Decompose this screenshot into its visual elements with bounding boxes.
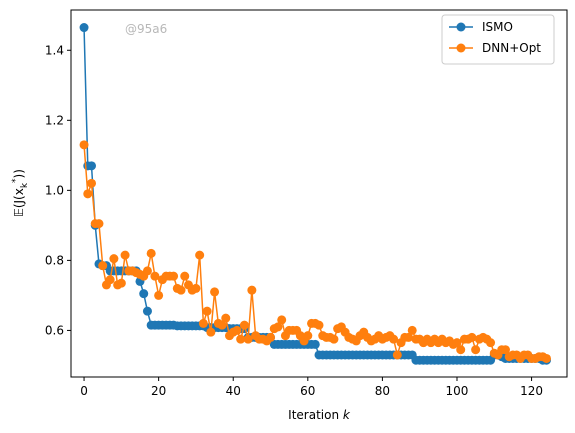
data-point-dnn-opt <box>541 353 551 363</box>
data-point-dnn-opt <box>169 271 179 281</box>
data-point-dnn-opt <box>116 278 126 288</box>
data-point-dnn-opt <box>452 338 462 348</box>
series-layer <box>79 23 551 365</box>
legend-marker-ismo <box>456 22 466 32</box>
data-point-dnn-opt <box>217 320 227 330</box>
data-point-dnn-opt <box>198 318 208 328</box>
x-axis-label: Iteration k <box>288 408 351 422</box>
data-point-dnn-opt <box>247 285 257 295</box>
data-point-dnn-opt <box>407 325 417 335</box>
data-point-dnn-opt <box>180 271 190 281</box>
data-point-dnn-opt <box>202 306 212 316</box>
data-point-ismo <box>310 339 320 349</box>
legend: ISMO DNN+Opt <box>441 14 555 65</box>
data-point-dnn-opt <box>221 313 231 323</box>
data-point-ismo <box>142 306 152 316</box>
data-point-dnn-opt <box>500 345 510 355</box>
data-point-dnn-opt <box>87 178 97 188</box>
data-point-dnn-opt <box>150 271 160 281</box>
data-point-dnn-opt <box>392 350 402 360</box>
legend-entry-ismo: ISMO <box>449 20 513 34</box>
data-point-ismo <box>79 23 89 33</box>
watermark: @95a6 <box>125 22 167 36</box>
y-tick-label: 1.0 <box>45 183 64 197</box>
data-point-dnn-opt <box>232 325 242 335</box>
x-axis-ticks: 0 20 40 60 80 100 120 <box>80 377 543 398</box>
x-tick-label: 20 <box>151 384 166 398</box>
data-point-dnn-opt <box>486 338 496 348</box>
data-point-dnn-opt <box>146 248 156 258</box>
legend-label-ismo: ISMO <box>482 20 513 34</box>
y-axis-ticks: 0.6 0.8 1.0 1.2 1.4 <box>45 43 71 337</box>
data-point-dnn-opt <box>273 322 283 332</box>
data-point-dnn-opt <box>176 285 186 295</box>
data-point-dnn-opt <box>191 283 201 293</box>
data-point-dnn-opt <box>277 315 287 325</box>
data-point-dnn-opt <box>471 345 481 355</box>
data-point-dnn-opt <box>303 331 313 341</box>
data-point-dnn-opt <box>142 266 152 276</box>
data-point-dnn-opt <box>467 332 477 342</box>
data-point-dnn-opt <box>404 332 413 342</box>
y-tick-label: 0.6 <box>45 323 64 337</box>
x-tick-label: 60 <box>300 384 315 398</box>
legend-label-dnn-opt: DNN+Opt <box>482 41 541 55</box>
data-point-ismo <box>87 161 97 171</box>
data-point-dnn-opt <box>94 219 104 229</box>
y-tick-label: 0.8 <box>45 253 64 267</box>
data-point-dnn-opt <box>120 250 130 260</box>
data-point-dnn-opt <box>206 327 216 337</box>
data-point-dnn-opt <box>329 334 339 344</box>
y-tick-label: 1.4 <box>45 43 64 57</box>
x-tick-label: 100 <box>446 384 469 398</box>
data-point-dnn-opt <box>236 334 246 344</box>
x-tick-label: 80 <box>375 384 390 398</box>
data-point-dnn-opt <box>83 189 93 199</box>
data-point-dnn-opt <box>195 250 205 260</box>
data-point-dnn-opt <box>266 332 276 342</box>
legend-entry-dnn-opt: DNN+Opt <box>449 41 541 55</box>
data-point-dnn-opt <box>98 261 108 271</box>
y-axis-label: 𝔼(J(xk*)) <box>11 169 30 217</box>
data-point-dnn-opt <box>105 275 115 285</box>
data-point-dnn-opt <box>389 334 399 344</box>
series-dnn-opt <box>79 140 551 363</box>
data-point-dnn-opt <box>456 345 466 355</box>
x-tick-label: 120 <box>520 384 543 398</box>
data-point-dnn-opt <box>79 140 89 150</box>
legend-marker-dnn-opt <box>456 43 466 53</box>
data-point-dnn-opt <box>239 320 249 330</box>
data-point-dnn-opt <box>154 290 164 300</box>
x-tick-label: 0 <box>80 384 88 398</box>
data-point-dnn-opt <box>210 287 220 297</box>
y-tick-label: 1.2 <box>45 113 64 127</box>
x-tick-label: 40 <box>226 384 241 398</box>
data-point-ismo <box>139 289 149 299</box>
data-point-dnn-opt <box>243 334 253 344</box>
data-point-dnn-opt <box>109 254 119 264</box>
plot-frame <box>70 9 568 378</box>
plot-area <box>71 10 567 377</box>
data-point-dnn-opt <box>314 320 324 330</box>
